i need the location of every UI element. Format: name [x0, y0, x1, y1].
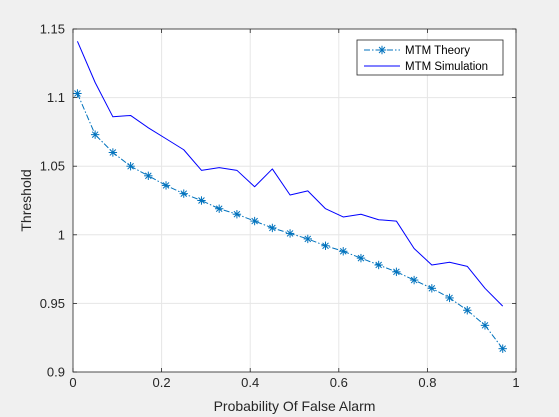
x-axis-label: Probability Of False Alarm: [214, 398, 376, 414]
data-point-mtm-theory: [445, 293, 454, 303]
data-point-mtm-theory: [161, 181, 171, 190]
data-point-mtm-theory: [144, 171, 153, 181]
asterisk-stroke: [74, 90, 81, 97]
data-point-mtm-theory: [250, 216, 259, 226]
data-point-mtm-theory: [90, 130, 100, 139]
asterisk-stroke: [304, 235, 312, 243]
asterisk-stroke: [180, 190, 188, 197]
data-point-mtm-theory: [498, 344, 507, 353]
asterisk-stroke: [339, 247, 347, 255]
asterisk-stroke: [499, 345, 507, 352]
x-tick-label: 0.8: [418, 375, 436, 390]
asterisk-stroke: [109, 149, 117, 156]
data-point-mtm-theory: [126, 162, 135, 171]
asterisk-stroke: [378, 46, 386, 54]
data-point-mtm-theory: [321, 241, 330, 250]
asterisk-stroke: [481, 322, 489, 329]
y-axis-label: Threshold: [18, 169, 34, 231]
legend: MTM Theory MTM Simulation: [356, 39, 504, 76]
asterisk-stroke: [127, 162, 134, 170]
data-point-mtm-theory: [303, 234, 312, 244]
data-point-mtm-theory: [73, 89, 82, 98]
x-tick-label: 0.4: [241, 375, 259, 390]
asterisk-stroke: [322, 242, 329, 250]
asterisk-stroke: [233, 210, 241, 218]
axes-box: [72, 28, 517, 373]
asterisk-stroke: [375, 261, 382, 269]
asterisk-stroke: [144, 172, 152, 180]
asterisk-stroke: [269, 224, 276, 232]
data-point-mtm-theory: [268, 223, 277, 233]
asterisk-stroke: [198, 197, 205, 204]
y-tick-label: 1: [58, 227, 65, 242]
asterisk-stroke: [357, 254, 365, 262]
data-point-mtm-theory: [427, 284, 437, 293]
y-tick-label: 0.95: [40, 296, 65, 311]
asterisk-stroke: [410, 276, 418, 284]
data-point-mtm-theory: [480, 321, 490, 330]
legend-box: [356, 39, 504, 76]
data-point-mtm-theory: [463, 306, 472, 315]
data-point-mtm-theory: [409, 275, 419, 285]
asterisk-stroke: [251, 217, 258, 225]
y-tick-label: 1.05: [40, 159, 65, 174]
x-tick-label: 0: [69, 375, 76, 390]
data-point-mtm-theory: [356, 253, 366, 263]
data-point-mtm-theory: [197, 196, 206, 205]
asterisk-stroke: [428, 284, 436, 292]
legend-label-simulation: MTM Simulation: [405, 61, 488, 73]
asterisk-stroke: [463, 306, 471, 314]
x-tick-label: 1: [512, 375, 519, 390]
asterisk-stroke: [286, 230, 294, 237]
legend-label-theory: MTM Theory: [405, 45, 470, 57]
data-point-mtm-theory: [285, 229, 295, 238]
data-point-mtm-theory: [392, 267, 401, 277]
asterisk-stroke: [446, 294, 453, 302]
asterisk-stroke: [162, 182, 170, 189]
data-point-mtm-theory: [214, 204, 224, 213]
asterisk-stroke: [91, 131, 99, 138]
data-point-mtm-theory: [339, 247, 348, 256]
y-tick-label: 1.15: [40, 22, 65, 37]
series-layer: [73, 41, 507, 353]
data-point-mtm-theory: [232, 210, 242, 219]
x-tick-label: 0.2: [153, 375, 171, 390]
axes-background: [73, 29, 516, 372]
data-point-mtm-theory: [179, 189, 188, 198]
series-line-mtm-simulation: [76, 41, 504, 307]
legend-swatch-theory-marker: [377, 45, 387, 55]
y-tick-label: 0.9: [47, 365, 65, 380]
legend-asterisk-marker: [377, 45, 387, 55]
asterisk-stroke: [393, 268, 400, 276]
y-tick-label: 1.1: [47, 90, 65, 105]
asterisk-stroke: [215, 205, 223, 213]
x-tick-label: 0.6: [330, 375, 348, 390]
data-point-mtm-theory: [374, 260, 383, 270]
data-point-mtm-theory: [108, 148, 118, 157]
ticks: 0 0.2 0.4 0.6 0.8 1 0.9 0.95 1 1.05 1.1 1.15: [40, 22, 520, 391]
